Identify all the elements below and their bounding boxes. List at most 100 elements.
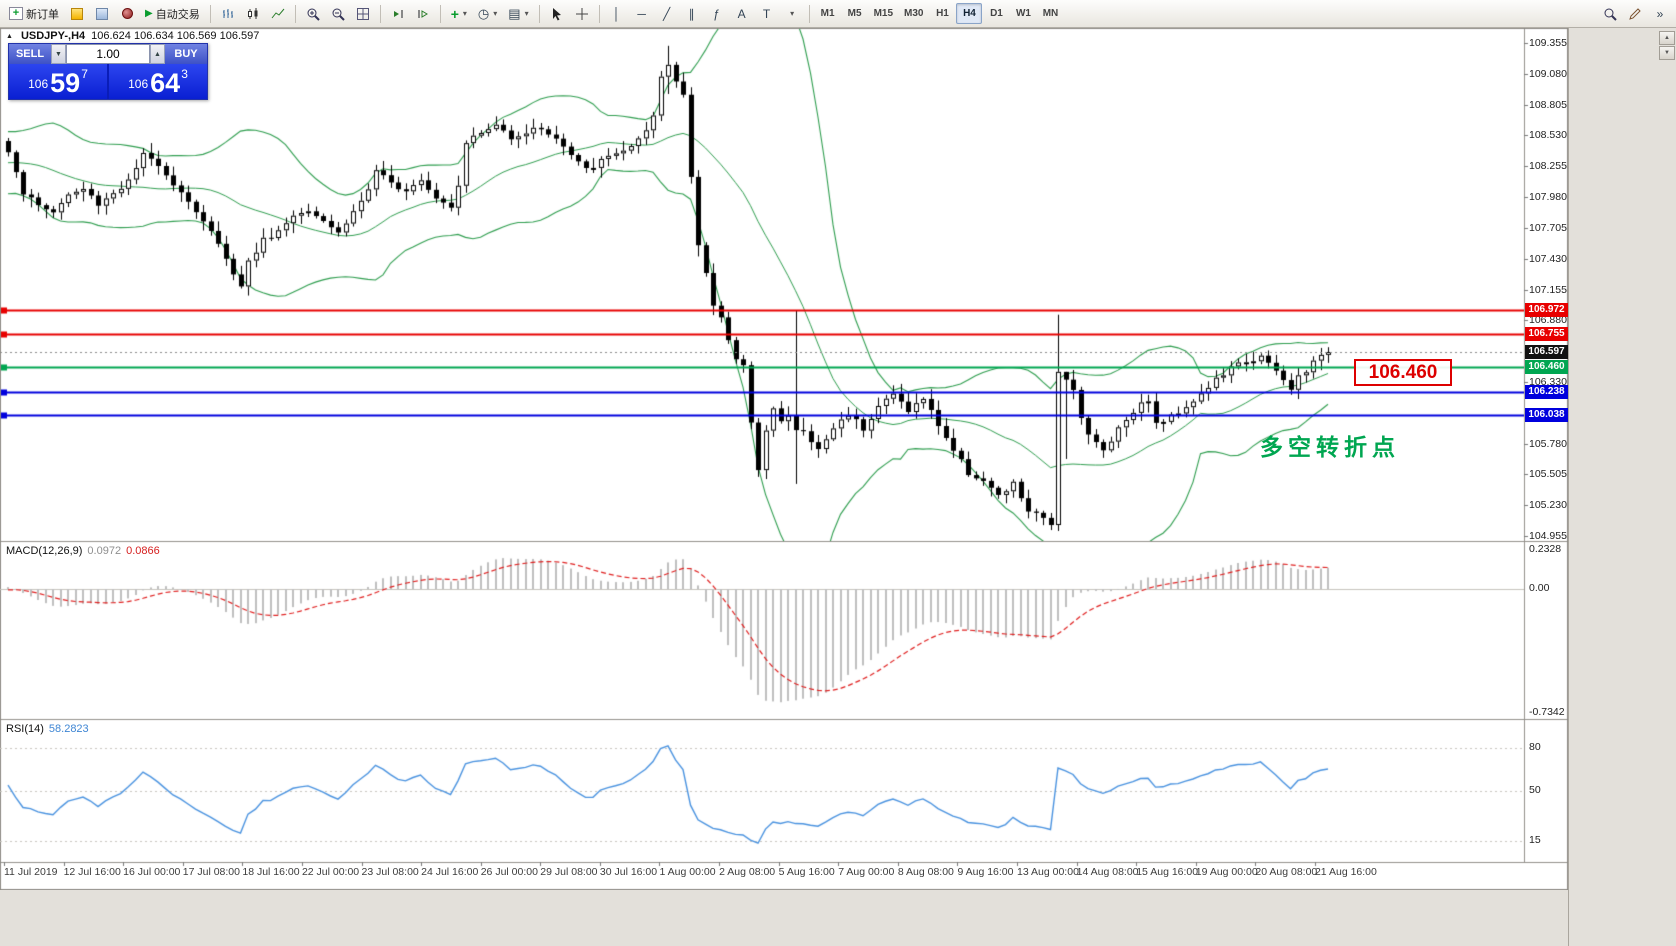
timeframe-w1-button[interactable]: W1 [1015,8,1031,19]
timeframe-d1-button[interactable]: D1 [990,8,1003,19]
symbol-info: ▲ USDJPY-,H4 106.624 106.634 106.569 106… [6,30,259,42]
autotrading-button[interactable]: ▶ 自动交易 [140,2,205,25]
rsi-indicator-label: RSI(14) 58.2823 [6,723,89,735]
indicators-icon: + [450,5,459,22]
new-order-icon: + [9,7,23,20]
template-icon: ▤ [508,6,521,21]
date-axis-label: 8 Aug 08:00 [897,866,954,878]
lot-decrease-button[interactable]: ▼ [51,44,66,64]
chart-window: ▲ USDJPY-,H4 106.624 106.634 106.569 106… [0,28,1568,890]
sell-button[interactable]: SELL [9,44,51,64]
price-axis-label: 108.255 [1529,160,1567,173]
channel-tool-button[interactable]: ∥ [680,2,704,25]
templates-button[interactable]: ▤ ▾ [503,2,533,25]
market-watch-button[interactable] [65,2,89,25]
periods-button[interactable]: ◷ ▾ [473,2,502,25]
indicators-button[interactable]: + ▾ [446,2,472,25]
macd-indicator-label: MACD(12,26,9) 0.0972 0.0866 [6,545,160,557]
shapes-tool-button[interactable]: ▾ [780,2,804,25]
scroll-down-button[interactable]: ▼ [1659,46,1675,60]
chart-canvas[interactable] [0,28,1568,890]
vertical-line-tool-button[interactable]: │ [605,2,629,25]
trendline-tool-button[interactable]: ╱ [655,2,679,25]
chart-candles-button[interactable] [241,2,265,25]
text-tool-icon: A [737,6,746,21]
new-order-button[interactable]: + 新订单 [4,2,64,25]
timeframe-m1-button[interactable]: M1 [820,8,835,19]
horizontal-line-tool-button[interactable]: ─ [630,2,654,25]
price-axis-label: 107.155 [1529,283,1567,296]
hline-icon: ─ [637,6,646,21]
date-axis-label: 21 Aug 16:00 [1314,866,1377,878]
autotrading-play-icon: ▶ [145,8,153,19]
rsi-axis-label: 15 [1529,833,1541,846]
timeframe-mn-button[interactable]: MN [1042,8,1059,19]
timeframe-h4-button[interactable]: H4 [956,3,983,24]
lot-increase-button[interactable]: ▲ [150,44,165,64]
sell-price-button[interactable]: 106 59 7 [9,64,107,99]
macd-axis-label: 0.00 [1529,582,1550,594]
label-tool-button[interactable]: T [755,2,779,25]
date-axis-label: 14 Aug 08:00 [1076,866,1139,878]
timeframe-m30-button[interactable]: M30 [904,8,924,19]
timeframe-m15-button[interactable]: M15 [873,8,894,19]
search-button[interactable] [1598,2,1622,25]
cursor-button[interactable] [545,2,569,25]
buy-price-figure: 106 [128,77,149,91]
toolbar-overflow-button[interactable]: » [1648,2,1672,25]
buy-price-button[interactable]: 106 64 3 [109,64,207,99]
edit-button[interactable] [1623,2,1647,25]
sell-price-pips: 59 [50,68,81,98]
buy-button[interactable]: BUY [165,44,207,64]
tile-windows-icon [356,7,369,20]
date-axis-label: 26 Jul 00:00 [480,866,538,878]
toolbar-separator [294,4,296,23]
date-axis-label: 22 Jul 00:00 [301,866,360,878]
price-axis-label: 109.080 [1529,67,1567,80]
price-callout-label[interactable]: 106.460 [1354,359,1452,386]
chart-bars-button[interactable] [216,2,240,25]
annotation-text[interactable]: 多空转折点 [1260,434,1400,460]
toolbar-separator [439,4,441,23]
chart-shift-icon [417,9,428,18]
data-window-button[interactable] [90,2,114,25]
timeframe-h1-button[interactable]: H1 [936,8,949,19]
autotrading-label: 自动交易 [155,8,200,21]
timeframe-group: M1 M5 M15 M30 H1 H4 D1 W1 MN [815,3,1064,24]
lot-size-input[interactable] [66,44,150,64]
text-tool-button[interactable]: A [730,2,754,25]
fibonacci-tool-button[interactable]: ƒ [705,2,729,25]
price-axis-label: 108.805 [1529,98,1567,111]
macd-axis-label: -0.7342 [1529,706,1565,719]
date-axis-label: 17 Jul 08:00 [182,866,240,878]
new-order-label: 新订单 [26,8,59,21]
scroll-up-button[interactable]: ▲ [1659,31,1675,45]
date-axis-label: 11 Jul 2019 [4,866,58,878]
pencil-icon [1629,7,1641,20]
crosshair-button[interactable] [570,2,594,25]
zoom-out-button[interactable] [326,2,350,25]
price-axis-label: 104.955 [1529,530,1567,542]
navigator-button[interactable] [115,2,139,25]
buy-price-pips: 64 [150,68,181,98]
price-axis-label: 106.880 [1529,314,1567,327]
timeframe-m5-button[interactable]: M5 [847,8,862,19]
date-axis-label: 18 Jul 16:00 [242,866,300,878]
collapse-panel-icon[interactable]: ▲ [6,32,13,40]
toolbar-separator [379,4,381,23]
chart-ohlc-values: 106.624 106.634 106.569 106.597 [91,30,260,42]
date-axis-label: 16 Jul 00:00 [123,866,181,878]
vline-icon: │ [612,6,621,21]
chart-line-button[interactable] [266,2,290,25]
price-line-tag: 106.238 [1525,385,1568,400]
chart-shift-button[interactable] [411,2,435,25]
zoom-in-button[interactable] [301,2,325,25]
auto-scroll-button[interactable] [386,2,410,25]
zoom-in-icon [307,8,320,21]
crosshair-icon [575,7,588,20]
tile-windows-button[interactable] [351,2,375,25]
price-line-tag: 106.597 [1525,345,1568,360]
toolbar-separator [538,4,540,23]
toolbar-separator [808,4,810,23]
